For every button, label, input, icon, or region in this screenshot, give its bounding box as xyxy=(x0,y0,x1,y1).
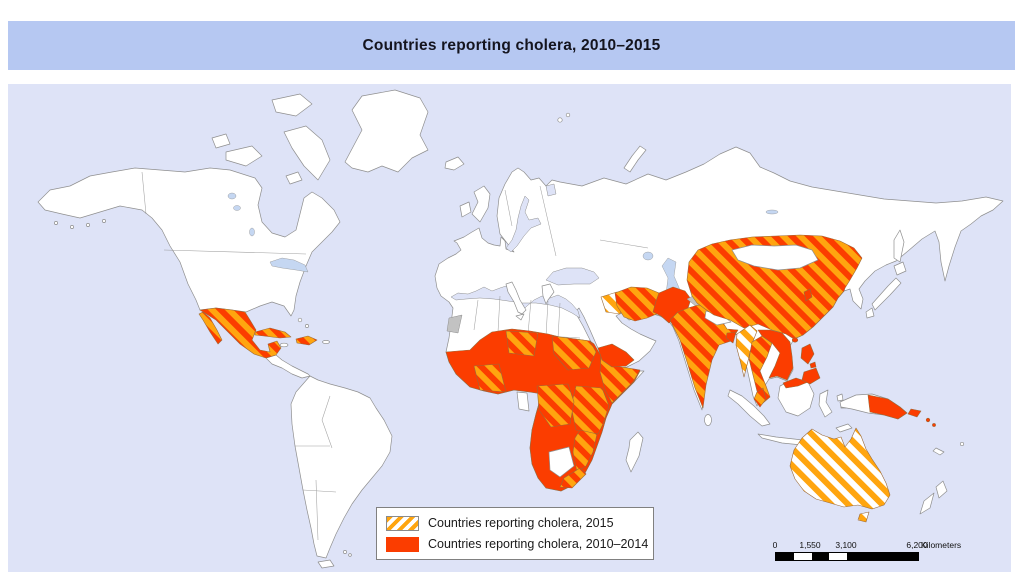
country-mozambique-malawi xyxy=(572,429,598,473)
region-sumatra xyxy=(727,389,771,427)
region-solomon-2 xyxy=(932,423,936,427)
region-solomon-1 xyxy=(925,417,931,423)
country-myanmar xyxy=(735,324,758,378)
lake-baikal xyxy=(765,209,779,215)
white-sea xyxy=(545,183,557,197)
country-south-africa-east xyxy=(559,467,587,489)
country-bangladesh xyxy=(725,331,737,344)
region-new-zealand xyxy=(919,480,948,515)
country-yemen xyxy=(597,343,635,368)
country-gabon xyxy=(516,391,530,412)
country-mexico xyxy=(199,307,282,359)
region-greenland xyxy=(344,89,429,173)
black-sea xyxy=(545,267,600,286)
legend-swatch-solid xyxy=(386,536,419,552)
baltic-sea xyxy=(505,195,542,253)
country-sudan xyxy=(551,335,597,371)
scale-bar-labels: 0 1,550 3,100 6,200 Kilometers xyxy=(772,540,962,550)
region-western-sahara xyxy=(446,314,463,334)
great-lakes xyxy=(269,257,309,273)
country-dr-congo xyxy=(536,383,575,428)
country-mongolia xyxy=(731,244,819,271)
legend-item-2010-2014: Countries reporting cholera, 2010–2014 xyxy=(386,536,653,553)
country-papua-new-guinea xyxy=(867,394,908,420)
region-jamaica xyxy=(279,342,289,348)
small-islands xyxy=(54,112,965,557)
scale-bar: 0 1,550 3,100 6,200 Kilometers xyxy=(772,540,962,562)
region-new-caledonia xyxy=(932,447,945,456)
region-great-britain xyxy=(471,185,491,223)
region-sulawesi xyxy=(818,389,833,418)
region-madagascar xyxy=(625,431,644,473)
scale-unit-label: Kilometers xyxy=(921,540,962,550)
country-cuba xyxy=(254,327,292,339)
country-mexico-baja xyxy=(198,311,223,345)
world-map xyxy=(8,84,1011,572)
region-south-america xyxy=(290,375,393,559)
country-hispaniola xyxy=(295,335,318,346)
country-philippines xyxy=(800,343,821,385)
scale-tick-0: 0 xyxy=(772,540,778,550)
country-malaysia-borneo xyxy=(782,377,809,389)
region-novaya-zemlya xyxy=(623,145,647,173)
country-vietnam-laos-cambodia xyxy=(757,329,794,381)
region-iceland xyxy=(444,156,465,171)
lake-winnipeg xyxy=(249,227,255,237)
country-cote-divoire-ghana xyxy=(473,363,507,393)
country-malaysia-peninsula xyxy=(753,387,767,408)
country-australia xyxy=(789,427,891,510)
region-central-america xyxy=(265,354,311,379)
region-puerto-rico xyxy=(322,340,330,344)
legend-swatch-hatched xyxy=(386,515,419,531)
region-new-britain xyxy=(907,408,922,418)
scale-tick-6200: 6,200 xyxy=(906,540,928,550)
legend-label-2010-2014: Countries reporting cholera, 2010–2014 xyxy=(428,537,649,551)
region-arctic-islands xyxy=(211,93,331,185)
region-ireland xyxy=(459,201,472,218)
region-italy xyxy=(505,281,527,321)
scale-tick-1550: 1,550 xyxy=(799,540,821,550)
map-legend: Countries reporting cholera, 2015 Countr… xyxy=(376,507,654,560)
country-somalia xyxy=(599,355,641,404)
region-sri-lanka xyxy=(704,414,712,426)
country-botswana xyxy=(548,446,575,478)
legend-label-2015: Countries reporting cholera, 2015 xyxy=(428,516,614,530)
region-sakhalin xyxy=(893,229,905,263)
page-title: Countries reporting cholera, 2010–2015 xyxy=(362,36,661,54)
world-map-svg xyxy=(37,89,1004,569)
region-north-america xyxy=(37,167,341,317)
aral-sea xyxy=(642,251,654,261)
scale-tick-3100: 3,100 xyxy=(835,540,857,550)
country-niger xyxy=(505,330,539,357)
region-tierra-del-fuego xyxy=(317,559,335,569)
country-india xyxy=(669,304,739,409)
great-slave-lake xyxy=(233,205,241,211)
region-greece xyxy=(541,283,555,305)
region-tasmania xyxy=(857,511,870,523)
country-taiwan xyxy=(803,288,813,302)
great-bear-lake xyxy=(227,192,237,200)
title-banner: Countries reporting cholera, 2010–2015 xyxy=(8,21,1015,70)
region-japan xyxy=(865,261,907,319)
scale-bar-graphic xyxy=(775,552,919,561)
internal-borders xyxy=(141,171,649,541)
legend-item-2015: Countries reporting cholera, 2015 xyxy=(386,515,653,532)
region-hainan xyxy=(791,337,799,343)
